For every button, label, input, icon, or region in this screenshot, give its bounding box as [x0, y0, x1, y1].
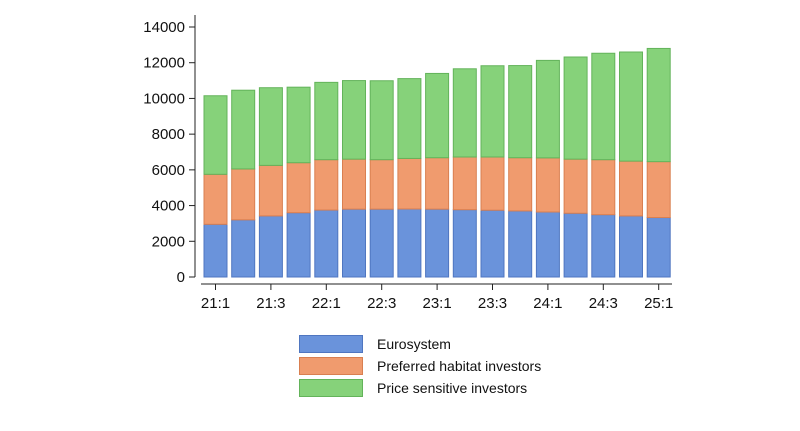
- bar-preferred-habitat-investors-24-3: [591, 159, 616, 216]
- legend-label-eurosystem: Eurosystem: [377, 336, 451, 352]
- bar-preferred-habitat-investors-23-3: [480, 156, 505, 211]
- bar-price-sensitive-investors-23-2: [452, 68, 477, 158]
- bars-group: [203, 47, 671, 278]
- bar-eurosystem-23-1: [425, 208, 450, 278]
- bar-eurosystem-23-3: [480, 209, 505, 278]
- bar-eurosystem-21-4: [286, 212, 311, 278]
- bar-eurosystem-22-4: [397, 208, 422, 278]
- bar-price-sensitive-investors-24-3: [591, 52, 616, 161]
- axes-group: 0 2000 4000 6000 8000 10000 12000 14000 21:1 21:3…: [143, 15, 673, 312]
- bar-eurosystem-22-2: [342, 208, 366, 278]
- legend-swatch-preferred-habitat: [299, 357, 363, 375]
- bar-eurosystem-22-1: [314, 209, 339, 278]
- bar-preferred-habitat-investors-22-4: [397, 157, 422, 210]
- legend-label-price-sensitive: Price sensitive investors: [377, 380, 528, 396]
- bar-price-sensitive-investors-22-4: [397, 78, 422, 159]
- y-tick-label: 2000: [152, 233, 185, 250]
- x-tick-label: 25:1: [644, 295, 673, 312]
- x-tick-label: 24:3: [589, 295, 618, 312]
- y-tick-label: 4000: [152, 198, 185, 215]
- bar-preferred-habitat-investors-24-4: [619, 160, 643, 217]
- bar-preferred-habitat-investors-21-2: [231, 168, 256, 221]
- bar-eurosystem-21-2: [231, 219, 256, 278]
- bar-price-sensitive-investors-22-2: [342, 80, 366, 160]
- bar-price-sensitive-investors-23-3: [480, 65, 505, 158]
- x-tick-label: 21:3: [256, 295, 285, 312]
- legend: Eurosystem Preferred habitat investors P…: [299, 333, 619, 399]
- bar-price-sensitive-investors-24-1: [535, 59, 560, 159]
- bar-eurosystem-24-1: [535, 211, 560, 278]
- bar-price-sensitive-investors-21-2: [231, 89, 256, 170]
- y-tick-label: 8000: [152, 126, 185, 143]
- y-tick-label: 6000: [152, 162, 185, 179]
- bar-preferred-habitat-investors-22-2: [342, 158, 366, 210]
- bar-eurosystem-23-4: [508, 210, 533, 278]
- y-tick-label: 10000: [143, 90, 185, 107]
- bar-preferred-habitat-investors-22-1: [314, 159, 339, 211]
- bar-eurosystem-22-3: [369, 208, 394, 278]
- bar-eurosystem-23-2: [452, 209, 477, 278]
- bar-preferred-habitat-investors-23-1: [425, 157, 450, 210]
- bar-price-sensitive-investors-21-1: [203, 95, 228, 175]
- bar-preferred-habitat-investors-21-1: [203, 173, 228, 225]
- bar-preferred-habitat-investors-24-1: [535, 157, 560, 213]
- bar-preferred-habitat-investors-24-2: [563, 158, 588, 214]
- x-tick-label: 23:1: [422, 295, 451, 312]
- bar-price-sensitive-investors-23-1: [425, 72, 450, 159]
- x-tick-label: 22:1: [312, 295, 341, 312]
- bar-price-sensitive-investors-21-3: [258, 87, 283, 166]
- bar-eurosystem-25-1: [646, 217, 671, 278]
- legend-item-preferred-habitat: Preferred habitat investors: [299, 355, 619, 377]
- bar-price-sensitive-investors-23-4: [508, 65, 533, 159]
- legend-item-eurosystem: Eurosystem: [299, 333, 619, 355]
- bar-preferred-habitat-investors-23-4: [508, 157, 533, 212]
- bar-price-sensitive-investors-24-4: [619, 51, 643, 162]
- bar-preferred-habitat-investors-21-3: [258, 164, 283, 217]
- bar-preferred-habitat-investors-22-3: [369, 159, 394, 210]
- legend-swatch-price-sensitive: [299, 379, 363, 397]
- stacked-bar-chart: 0 2000 4000 6000 8000 10000 12000 14000 21:1 21:3…: [143, 15, 673, 312]
- x-tick-label: 21:1: [201, 295, 230, 312]
- x-tick-label: 24:1: [533, 295, 562, 312]
- bar-eurosystem-24-2: [563, 212, 588, 278]
- bar-eurosystem-21-3: [258, 215, 283, 278]
- bar-eurosystem-24-4: [619, 215, 643, 278]
- bar-price-sensitive-investors-24-2: [563, 56, 588, 160]
- legend-item-price-sensitive: Price sensitive investors: [299, 377, 619, 399]
- y-tick-label: 14000: [143, 19, 185, 36]
- bar-eurosystem-21-1: [203, 223, 228, 278]
- bar-eurosystem-24-3: [591, 214, 616, 278]
- bar-price-sensitive-investors-22-1: [314, 81, 339, 161]
- legend-swatch-eurosystem: [299, 335, 363, 353]
- bar-preferred-habitat-investors-23-2: [452, 156, 477, 211]
- y-tick-label: 12000: [143, 55, 185, 72]
- bar-preferred-habitat-investors-21-4: [286, 162, 311, 214]
- bar-price-sensitive-investors-22-3: [369, 80, 394, 161]
- legend-label-preferred-habitat: Preferred habitat investors: [377, 358, 542, 374]
- bar-price-sensitive-investors-21-4: [286, 86, 311, 164]
- bar-preferred-habitat-investors-25-1: [646, 161, 671, 219]
- x-tick-label: 22:3: [367, 295, 396, 312]
- y-tick-label: 0: [177, 269, 185, 286]
- bar-price-sensitive-investors-25-1: [646, 47, 671, 163]
- x-tick-label: 23:3: [478, 295, 507, 312]
